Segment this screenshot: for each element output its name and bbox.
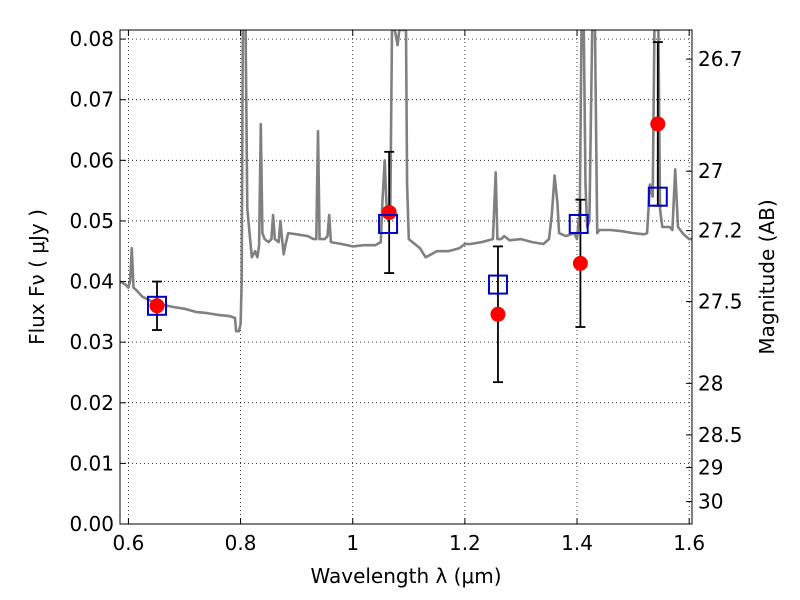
- y-tick-label: 0.05: [69, 209, 114, 233]
- x-axis-title: Wavelength λ (μm): [310, 564, 501, 588]
- model-square: [378, 213, 399, 234]
- axis-ticks: 0.6 0.8 1 1.2 1.4 1.6 0.00 0.01 0.02 0.03 0.04 0.05…: [69, 27, 742, 555]
- observed-point: [490, 306, 506, 322]
- y2-tick-label: 26.7: [698, 47, 743, 71]
- x-tick-label: 1.6: [673, 531, 705, 555]
- y2-tick-label: 28: [698, 371, 723, 395]
- model-square: [487, 274, 508, 295]
- y-tick-label: 0.07: [69, 88, 114, 112]
- y2-tick-label: 27.5: [698, 290, 743, 314]
- x-tick-label: 1.4: [561, 531, 593, 555]
- plot-frame: [119, 29, 693, 525]
- x-tick-label: 1: [346, 531, 359, 555]
- y-tick-label: 0.06: [69, 148, 114, 172]
- y-tick-label: 0.04: [69, 270, 114, 294]
- model-squares: [147, 186, 668, 316]
- y2-tick-label: 27: [698, 159, 723, 183]
- observed-point: [650, 116, 666, 132]
- y2-tick-label: 27.2: [698, 219, 743, 243]
- y-tick-label: 0.02: [69, 391, 114, 415]
- x-tick-label: 1.2: [449, 531, 481, 555]
- observed-point: [572, 255, 588, 271]
- y2-axis-title: Magnitude (AB): [755, 199, 779, 354]
- spectrum-line: [120, 30, 692, 333]
- observed-point: [381, 204, 397, 220]
- model-square: [647, 186, 668, 207]
- x-tick-label: 0.8: [225, 531, 257, 555]
- y2-tick-label: 28.5: [698, 423, 743, 447]
- x-tick-label: 0.6: [113, 531, 145, 555]
- y-tick-label: 0.01: [69, 451, 114, 475]
- y-tick-label: 0.00: [69, 512, 114, 536]
- y-tick-label: 0.08: [69, 27, 114, 51]
- y2-tick-label: 29: [698, 456, 723, 480]
- y-axis-title: Flux Fν ( μJy ): [25, 209, 49, 345]
- spectrum-layer: [120, 30, 692, 333]
- model-square: [568, 213, 589, 234]
- observed-point: [149, 298, 165, 314]
- model-square: [147, 295, 168, 316]
- y-tick-label: 0.03: [69, 330, 114, 354]
- observed-points: [149, 116, 666, 322]
- y2-tick-label: 30: [698, 490, 723, 514]
